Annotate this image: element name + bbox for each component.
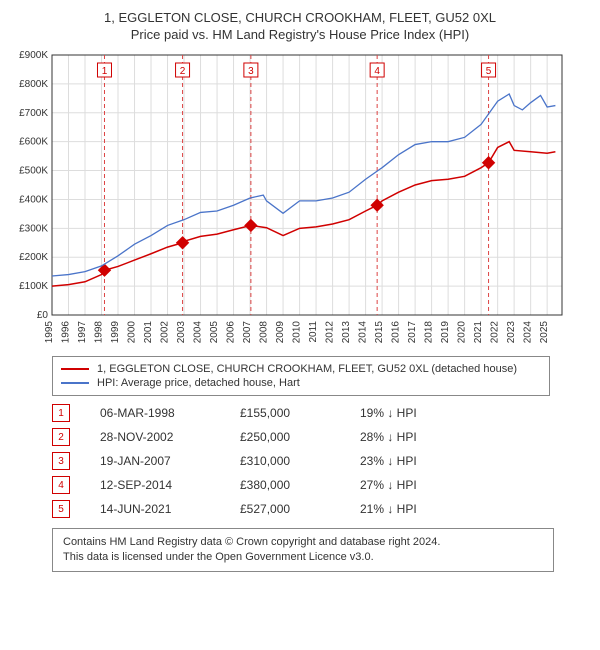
sale-delta: 27% ↓ HPI	[360, 478, 460, 492]
legend-swatch	[61, 382, 89, 384]
chart-svg: £0 £100K £200K £300K £400K £500K £600K £700K £80…	[10, 50, 570, 350]
legend-label: HPI: Average price, detached house, Hart	[97, 377, 300, 389]
svg-text:2022: 2022	[490, 321, 501, 344]
svg-text:2: 2	[180, 66, 186, 77]
svg-text:2016: 2016	[391, 321, 402, 344]
svg-text:£800K: £800K	[19, 79, 48, 90]
sale-price: £155,000	[240, 406, 330, 420]
sale-date: 28-NOV-2002	[100, 430, 210, 444]
legend-label: 1, EGGLETON CLOSE, CHURCH CROOKHAM, FLEE…	[97, 363, 517, 375]
svg-text:£100K: £100K	[19, 281, 48, 292]
sale-date: 19-JAN-2007	[100, 454, 210, 468]
svg-text:2013: 2013	[341, 321, 352, 344]
svg-text:2019: 2019	[440, 321, 451, 344]
svg-text:2008: 2008	[259, 321, 270, 344]
sale-delta: 28% ↓ HPI	[360, 430, 460, 444]
svg-text:2005: 2005	[209, 321, 220, 344]
svg-text:£300K: £300K	[19, 223, 48, 234]
sale-marker: 1	[52, 404, 70, 422]
svg-text:2010: 2010	[292, 321, 303, 344]
sale-marker: 3	[52, 452, 70, 470]
sale-row: 2 28-NOV-2002 £250,000 28% ↓ HPI	[52, 428, 590, 446]
svg-text:4: 4	[374, 66, 380, 77]
sale-marker: 2	[52, 428, 70, 446]
svg-text:2024: 2024	[523, 321, 534, 344]
sale-marker: 4	[52, 476, 70, 494]
price-chart: £0 £100K £200K £300K £400K £500K £600K £700K £80…	[10, 50, 590, 350]
svg-text:1996: 1996	[61, 321, 72, 344]
svg-text:2015: 2015	[374, 321, 385, 344]
title-line-1: 1, EGGLETON CLOSE, CHURCH CROOKHAM, FLEE…	[10, 10, 590, 25]
sale-date: 12-SEP-2014	[100, 478, 210, 492]
svg-text:£500K: £500K	[19, 166, 48, 177]
footnote-line-2: This data is licensed under the Open Gov…	[63, 550, 543, 565]
svg-text:£600K: £600K	[19, 137, 48, 148]
svg-text:2025: 2025	[539, 321, 550, 344]
svg-text:3: 3	[248, 66, 254, 77]
sale-row: 1 06-MAR-1998 £155,000 19% ↓ HPI	[52, 404, 590, 422]
svg-text:2020: 2020	[457, 321, 468, 344]
sale-delta: 19% ↓ HPI	[360, 406, 460, 420]
sale-date: 14-JUN-2021	[100, 502, 210, 516]
svg-text:£700K: £700K	[19, 108, 48, 119]
legend-swatch	[61, 368, 89, 370]
svg-text:2017: 2017	[407, 321, 418, 344]
sale-delta: 23% ↓ HPI	[360, 454, 460, 468]
svg-text:2004: 2004	[193, 321, 204, 344]
sale-row: 3 19-JAN-2007 £310,000 23% ↓ HPI	[52, 452, 590, 470]
svg-text:2003: 2003	[176, 321, 187, 344]
sale-price: £380,000	[240, 478, 330, 492]
sale-row: 4 12-SEP-2014 £380,000 27% ↓ HPI	[52, 476, 590, 494]
sale-price: £527,000	[240, 502, 330, 516]
svg-text:2018: 2018	[424, 321, 435, 344]
title-line-2: Price paid vs. HM Land Registry's House …	[10, 27, 590, 42]
svg-text:£900K: £900K	[19, 50, 48, 61]
svg-text:2001: 2001	[143, 321, 154, 344]
sale-price: £250,000	[240, 430, 330, 444]
legend-item: 1, EGGLETON CLOSE, CHURCH CROOKHAM, FLEE…	[61, 363, 541, 375]
sale-marker: 5	[52, 500, 70, 518]
svg-text:2023: 2023	[506, 321, 517, 344]
svg-text:£200K: £200K	[19, 252, 48, 263]
sale-row: 5 14-JUN-2021 £527,000 21% ↓ HPI	[52, 500, 590, 518]
legend: 1, EGGLETON CLOSE, CHURCH CROOKHAM, FLEE…	[52, 356, 550, 396]
svg-text:1999: 1999	[110, 321, 121, 344]
svg-text:2021: 2021	[473, 321, 484, 344]
svg-text:1995: 1995	[44, 321, 55, 344]
svg-text:2014: 2014	[358, 321, 369, 344]
svg-text:2012: 2012	[325, 321, 336, 344]
svg-text:2009: 2009	[275, 321, 286, 344]
svg-text:2011: 2011	[308, 321, 319, 343]
svg-text:2000: 2000	[127, 321, 138, 344]
footnote: Contains HM Land Registry data © Crown c…	[52, 528, 554, 572]
svg-text:5: 5	[486, 66, 492, 77]
sale-date: 06-MAR-1998	[100, 406, 210, 420]
svg-text:2002: 2002	[160, 321, 171, 344]
svg-text:2007: 2007	[242, 321, 253, 344]
legend-item: HPI: Average price, detached house, Hart	[61, 377, 541, 389]
svg-text:£0: £0	[37, 310, 49, 321]
svg-text:£400K: £400K	[19, 194, 48, 205]
footnote-line-1: Contains HM Land Registry data © Crown c…	[63, 535, 543, 550]
sales-table: 1 06-MAR-1998 £155,000 19% ↓ HPI 2 28-NOV-200…	[52, 404, 590, 518]
svg-text:1: 1	[102, 66, 108, 77]
svg-text:1997: 1997	[77, 321, 88, 344]
svg-text:1998: 1998	[94, 321, 105, 344]
sale-delta: 21% ↓ HPI	[360, 502, 460, 516]
sale-price: £310,000	[240, 454, 330, 468]
svg-text:2006: 2006	[226, 321, 237, 344]
chart-title-block: 1, EGGLETON CLOSE, CHURCH CROOKHAM, FLEE…	[10, 10, 590, 42]
